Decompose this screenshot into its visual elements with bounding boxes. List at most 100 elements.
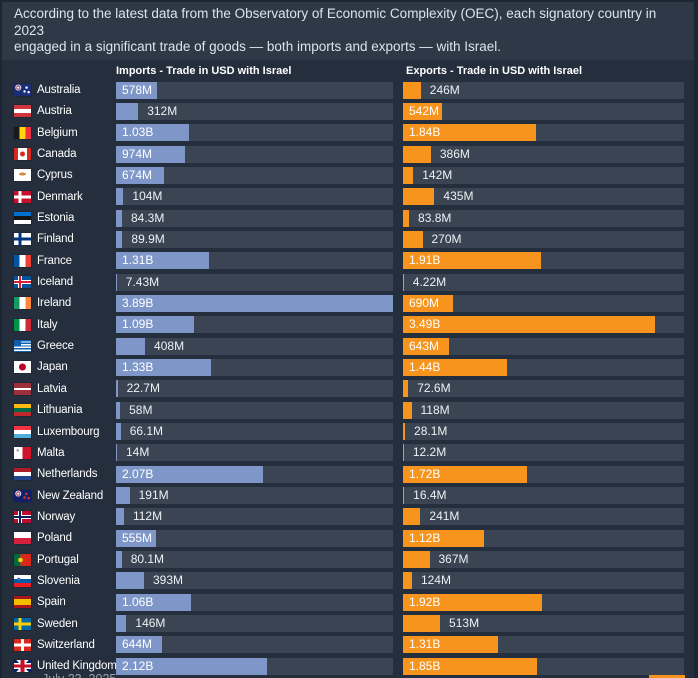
export-value-label: 72.6M: [417, 381, 451, 396]
country-label: Japan: [37, 361, 68, 374]
export-bar[interactable]: 1.31B: [403, 636, 498, 654]
export-bar-track: 1.31B: [403, 636, 684, 654]
import-bar[interactable]: 1.06B: [116, 593, 192, 611]
import-bar[interactable]: 1.09B: [116, 316, 194, 334]
flag-united-kingdom-icon: [14, 660, 31, 673]
export-value-label: 3.49B: [409, 317, 441, 332]
import-bar[interactable]: [116, 551, 122, 569]
export-bar[interactable]: [403, 401, 412, 419]
import-value-label: 578M: [122, 82, 153, 97]
import-bar[interactable]: [116, 508, 124, 526]
import-bar[interactable]: [116, 487, 130, 505]
export-bar[interactable]: 542M: [403, 102, 443, 120]
import-bar[interactable]: 1.03B: [116, 124, 190, 142]
export-bar[interactable]: [403, 572, 412, 590]
export-bar[interactable]: 1.44B: [403, 358, 508, 376]
import-bar-track: 312M: [116, 102, 393, 120]
export-bar[interactable]: 1.84B: [403, 124, 536, 142]
import-bar[interactable]: [116, 209, 122, 227]
import-bar[interactable]: 2.07B: [116, 465, 264, 483]
export-bar[interactable]: [403, 508, 421, 526]
export-bar-track: 142M: [403, 166, 684, 184]
flag-canada-icon: [14, 148, 31, 161]
export-bar[interactable]: 1.85B: [403, 657, 537, 675]
import-bar[interactable]: 578M: [116, 81, 158, 99]
import-value-label: 644M: [122, 637, 153, 652]
import-bar[interactable]: [116, 273, 117, 291]
export-bar[interactable]: [403, 423, 406, 440]
export-bar[interactable]: [403, 444, 404, 462]
import-bar[interactable]: 974M: [116, 145, 186, 163]
export-bar[interactable]: [403, 145, 431, 163]
flag-latvia-icon: [14, 382, 31, 395]
export-bar[interactable]: [403, 487, 405, 505]
export-bar[interactable]: 1.72B: [403, 465, 528, 483]
import-bar[interactable]: [116, 102, 139, 120]
import-value-label: 2.07B: [122, 466, 154, 481]
export-bar[interactable]: [403, 81, 421, 99]
import-value-label: 146M: [135, 616, 166, 631]
import-bar[interactable]: [116, 615, 127, 633]
import-value-label: 1.03B: [122, 125, 154, 140]
export-value-label: 241M: [429, 509, 460, 524]
import-value-label: 112M: [132, 509, 163, 524]
country-row-luxembourg: Luxembourg 66.1M 28.1M: [2, 423, 694, 440]
country-label: Estonia: [37, 212, 75, 225]
flag-norway-icon: [14, 510, 31, 523]
country-label: France: [37, 254, 72, 267]
import-bar[interactable]: 555M: [116, 529, 156, 547]
export-bar[interactable]: 1.92B: [403, 593, 542, 611]
flag-austria-icon: [14, 105, 31, 118]
export-bar[interactable]: [403, 209, 410, 227]
attribution-logo[interactable]: [649, 675, 685, 678]
export-bar[interactable]: [403, 230, 423, 248]
import-bar[interactable]: [116, 572, 144, 590]
flag-france-icon: [14, 254, 31, 267]
flag-spain-icon: [14, 596, 31, 609]
export-bar[interactable]: [403, 188, 435, 206]
import-value-label: 393M: [152, 573, 184, 588]
import-bar[interactable]: 674M: [116, 166, 164, 184]
export-bar-track: 72.6M: [403, 380, 684, 398]
import-bar[interactable]: 644M: [116, 636, 162, 654]
country-rows: Australia 578M 246M Austria 312M 542M Belgium 1…: [2, 81, 694, 675]
import-bar[interactable]: [116, 188, 124, 206]
export-bar[interactable]: 1.91B: [403, 252, 541, 270]
country-label: Portugal: [37, 553, 79, 566]
country-row-spain: Spain 1.06B 1.92B: [2, 593, 694, 611]
export-bar[interactable]: 3.49B: [403, 316, 656, 334]
import-bar[interactable]: [116, 401, 121, 419]
flag-australia-icon: [14, 84, 31, 96]
country-row-japan: Japan 1.33B 1.44B: [2, 358, 694, 376]
import-bar[interactable]: [116, 337, 146, 355]
import-bar-track: 674M: [116, 166, 393, 184]
import-bar[interactable]: [116, 380, 118, 398]
country-row-new-zealand: New Zealand 191M 16.4M: [2, 487, 694, 505]
import-bar[interactable]: [116, 423, 121, 440]
export-bar[interactable]: 690M: [403, 294, 453, 312]
imports-column-title: Imports - Trade in USD with Israel: [116, 64, 292, 77]
country-row-belgium: Belgium 1.03B 1.84B: [2, 124, 694, 142]
import-bar[interactable]: [116, 444, 117, 462]
exports-column-title: Exports - Trade in USD with Israel: [406, 64, 583, 77]
export-bar[interactable]: 1.12B: [403, 529, 484, 547]
country-label: Denmark: [37, 190, 83, 203]
import-value-label: 7.43M: [125, 274, 160, 289]
export-bar[interactable]: 643M: [403, 337, 450, 355]
export-value-label: 513M: [449, 616, 480, 631]
export-bar[interactable]: [403, 166, 414, 184]
country-label: Malta: [37, 446, 65, 459]
import-bar[interactable]: 1.33B: [116, 358, 211, 376]
import-bar[interactable]: 1.31B: [116, 252, 210, 270]
export-bar[interactable]: [403, 380, 409, 398]
flag-new-zealand-icon: [14, 489, 31, 502]
country-label: Italy: [37, 318, 58, 331]
export-bar[interactable]: [403, 273, 404, 291]
import-bar[interactable]: [116, 230, 123, 248]
import-bar[interactable]: 2.12B: [116, 657, 267, 675]
country-row-greece: Greece 408M 643M: [2, 337, 694, 355]
import-bar[interactable]: 3.89B: [116, 294, 393, 312]
export-bar[interactable]: [403, 551, 430, 569]
export-bar[interactable]: [403, 615, 441, 633]
flag-iceland-icon: [14, 276, 31, 289]
